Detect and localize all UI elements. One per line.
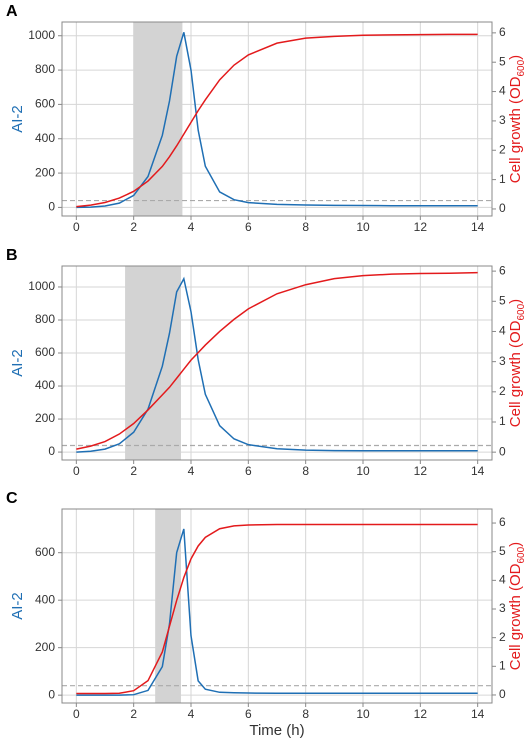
y2-tick-label: 1 [499,658,506,672]
x-tick-label: 6 [245,707,252,721]
y2-axis-label-part: Cell growth (OD [507,76,524,183]
series-line [76,528,478,696]
panel: A0 2 4 6 8 10 12 14020040060080010000123456AI-2… [6,3,527,234]
panel-letter: A [6,3,18,20]
y2-tick-label: 2 [499,384,506,398]
x-tick-label: 4 [188,707,195,721]
y2-tick-label: 4 [499,573,506,587]
y2-axis-label: Cell growth (OD600) [507,542,527,670]
y-tick-label: 200 [35,640,55,654]
y-tick-label: 600 [35,97,55,111]
panel-letter: C [6,490,18,507]
y-axis-label: AI-2 [9,349,26,377]
y-tick-label: 200 [35,165,55,179]
y-tick-label: 200 [35,411,55,425]
y-tick-label: 0 [48,444,55,458]
y2-axis-label: Cell growth (OD600) [507,299,527,427]
y2-tick-label: 0 [499,687,506,701]
y2-axis-label-part: 600 [516,59,527,76]
y2-tick-label: 3 [499,113,506,127]
y-tick-label: 0 [48,687,55,701]
y2-tick-label: 3 [499,354,506,368]
y2-axis-label-part: ) [507,299,524,304]
x-tick-label: 12 [414,220,428,234]
x-tick-label: 12 [414,464,428,478]
y2-tick-label: 3 [499,601,506,615]
y-tick-label: 800 [35,312,55,326]
y-tick-label: 400 [35,131,55,145]
y2-tick-label: 5 [499,293,506,307]
y-tick-label: 800 [35,62,55,76]
plot-frame [61,508,493,704]
x-tick-label: 10 [356,464,370,478]
y-tick-label: 1000 [28,279,55,293]
x-tick-label: 12 [414,707,428,721]
x-tick-label: 2 [130,464,137,478]
y-axis-label: AI-2 [9,105,26,133]
y-tick-label: 1000 [28,28,55,42]
y2-tick-label: 5 [499,54,506,68]
plot-frame [61,21,493,217]
series-line [76,523,478,695]
y-tick-label: 600 [35,545,55,559]
y2-axis-label-part: ) [507,55,524,60]
y2-axis-label-part: Cell growth (OD [507,563,524,670]
y2-axis-label-part: Cell growth (OD [507,320,524,427]
y-tick-label: 400 [35,378,55,392]
shaded-region [125,266,181,460]
y2-axis-label-part: ) [507,542,524,547]
panel-letter: B [6,247,18,264]
x-tick-label: 6 [245,220,252,234]
x-tick-label: 6 [245,464,252,478]
x-tick-label: 10 [356,220,370,234]
x-tick-label: 2 [130,220,137,234]
x-tick-label: 2 [130,707,137,721]
y-tick-label: 0 [48,200,55,214]
series-line [76,276,478,453]
x-tick-label: 8 [302,220,309,234]
x-tick-label: 4 [188,220,195,234]
y2-tick-label: 4 [499,324,506,338]
x-tick-label: 14 [471,707,485,721]
panel: B0 2 4 6 8 10 12 14020040060080010000123456AI-2… [6,247,527,478]
y2-tick-label: 0 [499,444,506,458]
y2-tick-label: 1 [499,414,506,428]
x-tick-label: 10 [356,707,370,721]
y2-tick-label: 6 [499,25,506,39]
x-axis-label: Time (h) [249,722,304,739]
y-axis-label: AI-2 [9,592,26,620]
y2-tick-label: 1 [499,172,506,186]
y2-tick-label: 4 [499,84,506,98]
y-tick-label: 400 [35,592,55,606]
x-tick-label: 4 [188,464,195,478]
y2-tick-label: 6 [499,515,506,529]
y-tick-label: 600 [35,345,55,359]
x-tick-label: 0 [73,220,80,234]
x-tick-label: 8 [302,464,309,478]
x-tick-label: 0 [73,707,80,721]
y2-axis-label: Cell growth (OD600) [507,55,527,183]
shaded-region [155,509,181,703]
y2-axis-label-part: 600 [516,546,527,563]
y2-tick-label: 2 [499,630,506,644]
y2-tick-label: 0 [499,201,506,215]
x-tick-label: 8 [302,707,309,721]
y2-tick-label: 6 [499,263,506,277]
plot-frame [61,265,493,461]
series-line [76,32,478,209]
x-tick-label: 14 [471,220,485,234]
series-line [76,33,478,208]
series-line [76,271,478,450]
y2-tick-label: 2 [499,142,506,156]
x-tick-label: 0 [73,464,80,478]
x-tick-label: 14 [471,464,485,478]
y2-tick-label: 5 [499,544,506,558]
y2-axis-label-part: 600 [516,303,527,320]
